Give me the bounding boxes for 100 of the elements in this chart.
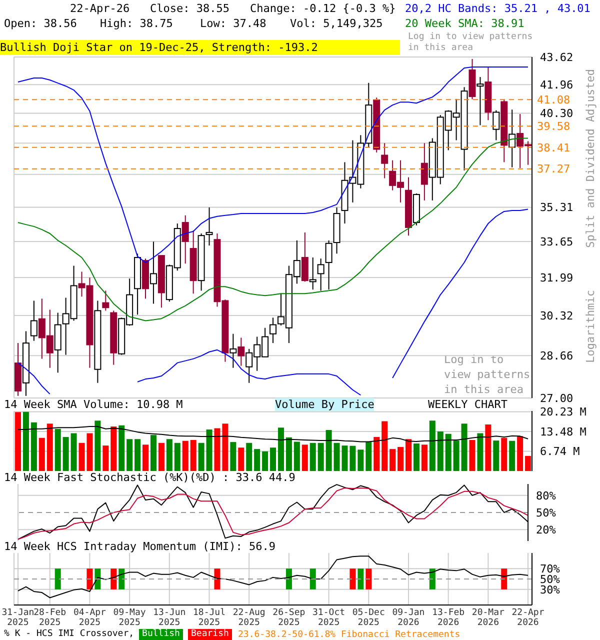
x-tick-label: 04-Apr 2025: [73, 608, 107, 628]
bar: [445, 434, 452, 471]
y-tick-label: 43.62: [540, 50, 574, 64]
bar: [270, 448, 276, 471]
text: Open: 38.56: [4, 17, 77, 30]
ref-line-label: 38.41: [537, 141, 570, 154]
text: Bullish: [139, 629, 183, 640]
y-tick-label: 30%: [540, 583, 560, 596]
bar: [358, 450, 364, 471]
bar: [262, 451, 268, 471]
bar: [118, 425, 125, 471]
candlestick: [492, 110, 500, 141]
bar: [366, 442, 372, 471]
ref-line-label: 37.27: [537, 162, 570, 176]
x-tick-label: 13-Jun 2025: [153, 608, 186, 628]
bar: [174, 442, 180, 471]
y-axis-title: Split and Dividend Adjusted: [584, 69, 597, 248]
y-tick-label: 20%: [536, 524, 556, 537]
y-tick-label: 80%: [536, 489, 556, 502]
y-tick-label: 33.65: [540, 235, 574, 248]
bar: [46, 424, 53, 471]
bar: [70, 433, 77, 471]
bar: [182, 440, 188, 471]
candlestick: [270, 317, 277, 344]
bar: [477, 433, 484, 471]
candlestick: [325, 240, 332, 290]
bar: [30, 422, 37, 471]
bar: [190, 440, 196, 471]
y-tick-label: 35.31: [540, 201, 574, 214]
bar: [374, 437, 380, 471]
bar: [413, 443, 420, 471]
line-series: [17, 66, 529, 263]
bar: [134, 439, 141, 471]
x-tick-label: 31-Oct 2025: [312, 608, 346, 628]
y-tick-label: 6.74 M: [540, 445, 580, 458]
text: Close: 38.55: [150, 2, 230, 15]
legend-title: % K - HCS IMI Crossover,: [4, 629, 134, 640]
candlestick: [309, 257, 316, 290]
bar: [206, 429, 212, 471]
bar: [525, 456, 532, 471]
bar: [469, 440, 476, 471]
bar: [246, 442, 252, 471]
text: Logarithmic: [584, 290, 597, 363]
x-tick-label: 13-Feb 2026: [432, 608, 465, 628]
bar: [22, 412, 29, 471]
x-tick-label: 18-Jul 2025: [192, 608, 226, 628]
text: Bearish: [188, 629, 232, 640]
x-tick-label: 05-Dec 2025: [352, 608, 385, 628]
bar: [294, 442, 300, 471]
bar: [501, 438, 508, 471]
text: Vol: 5,149,325: [290, 17, 383, 30]
bar: [254, 449, 260, 471]
candlestick: [30, 300, 38, 342]
candlestick: [102, 290, 110, 312]
annotation: WEEKLY CHART: [428, 398, 508, 411]
annotation: Volume By Price: [275, 398, 374, 411]
y-tick-label: 40.30: [540, 107, 574, 120]
candlestick: [420, 142, 428, 201]
ref-line-label: 41.08: [537, 94, 570, 107]
bar: [278, 428, 284, 471]
candlestick: [381, 142, 388, 179]
x-tick-label: 09-May 2025: [113, 608, 146, 628]
text: 20,2 HC Bands: 35.21 , 43.01: [405, 2, 590, 15]
text: Change: -0.12 {-0.3 %}: [250, 2, 396, 15]
bar: [286, 437, 292, 471]
x-tick-label: 22-Apr 2026: [512, 608, 545, 628]
candlestick: [508, 109, 516, 168]
bar: [398, 447, 404, 471]
x-tick-label: 09-Jan 2026: [392, 608, 425, 628]
bar: [382, 421, 388, 471]
y-tick-label: 50%: [536, 506, 556, 520]
y-tick-label: 27.00: [540, 392, 574, 405]
bar: [429, 420, 436, 471]
candlestick: [182, 214, 189, 264]
text: 22-Apr-26: [70, 2, 130, 15]
line-series: [17, 426, 529, 442]
candlestick: [476, 76, 484, 126]
bar: [509, 440, 516, 471]
bar: [310, 442, 316, 471]
bar: [350, 446, 356, 471]
bar: [230, 442, 236, 471]
bar: [421, 444, 428, 471]
x-tick-label: 26-Sep 2025: [272, 608, 306, 628]
bar: [517, 436, 524, 471]
y-tick-label: 13.48 M: [540, 425, 587, 438]
text: 20 Week SMA: 38.91: [405, 17, 524, 30]
bar: [142, 444, 149, 471]
x-tick-label: 28-Feb 2025: [34, 608, 66, 628]
candlestick: [238, 337, 245, 366]
bar: [198, 442, 204, 471]
bar: [94, 420, 101, 471]
y-tick-label: 28.66: [540, 349, 574, 362]
candlestick: [301, 232, 308, 282]
bar: [318, 442, 324, 471]
y-tick-label: 20.23 M: [540, 406, 587, 419]
bar: [437, 431, 444, 471]
chart-title: 14 Week Fast Stochastic (%K)(%D) : 33.6 44.9: [4, 471, 296, 484]
ref-line-label: 39.58: [537, 120, 570, 133]
bar: [461, 424, 468, 471]
bar: [214, 428, 220, 471]
